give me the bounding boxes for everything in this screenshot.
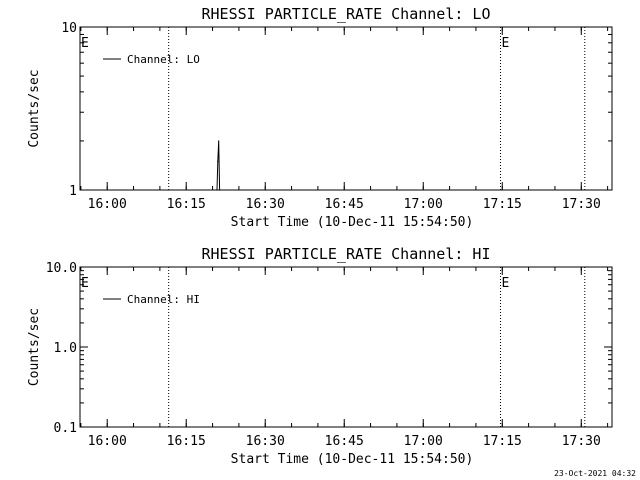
x-tick-label: 16:45 (325, 197, 364, 212)
x-tick-label: 16:15 (167, 434, 206, 449)
x-tick-label: 16:00 (88, 197, 127, 212)
x-tick-label: 17:00 (404, 197, 443, 212)
x-axis-label: Start Time (10-Dec-11 15:54:50) (231, 452, 474, 467)
x-tick-label: 17:30 (562, 434, 601, 449)
data-point (218, 189, 221, 191)
x-tick-label: 16:45 (325, 434, 364, 449)
x-tick-label: 17:15 (483, 197, 522, 212)
x-tick-label: 17:00 (404, 434, 443, 449)
legend: Channel: LO (103, 53, 200, 66)
plot-frame (79, 266, 613, 428)
y-tick-label: 1 (69, 184, 77, 199)
x-tick-label: 16:30 (246, 434, 285, 449)
legend-entry-label: Channel: HI (127, 293, 200, 306)
footer-timestamp: 23-Oct-2021 04:32 (554, 469, 636, 478)
series-line-channel-lo (216, 140, 221, 191)
y-axis-label: Counts/sec (27, 69, 42, 147)
legend: Channel: HI (103, 293, 200, 306)
y-tick-label: 1.0 (54, 341, 77, 356)
plot-panel-1: RHESSI PARTICLE_RATE Channel: LO 16:00 16:… (27, 5, 613, 230)
event-marker-label: E (81, 276, 89, 291)
chart-title: RHESSI PARTICLE_RATE Channel: LO (202, 5, 491, 23)
x-tick-label: 16:15 (167, 197, 206, 212)
y-tick-label: 10 (61, 21, 77, 36)
y-tick-label: 10.0 (46, 261, 77, 276)
x-tick-label: 17:15 (483, 434, 522, 449)
legend-entry-label: Channel: LO (127, 53, 200, 66)
data-point (216, 189, 218, 191)
x-tick-label: 16:00 (88, 434, 127, 449)
event-marker-label: E (502, 36, 510, 51)
event-marker-label: E (502, 276, 510, 291)
event-marker-label: E (81, 36, 89, 51)
chart-title: RHESSI PARTICLE_RATE Channel: HI (202, 245, 491, 263)
plot-panel-2: RHESSI PARTICLE_RATE Channel: HI 16:00 16:… (27, 245, 613, 467)
y-axis-label: Counts/sec (27, 308, 42, 386)
data-point (218, 140, 220, 142)
plot-frame (79, 26, 613, 191)
x-tick-label: 17:30 (562, 197, 601, 212)
data-point (217, 160, 219, 162)
x-tick-label: 16:30 (246, 197, 285, 212)
x-axis-label: Start Time (10-Dec-11 15:54:50) (231, 215, 474, 230)
y-tick-label: 0.1 (54, 421, 77, 436)
